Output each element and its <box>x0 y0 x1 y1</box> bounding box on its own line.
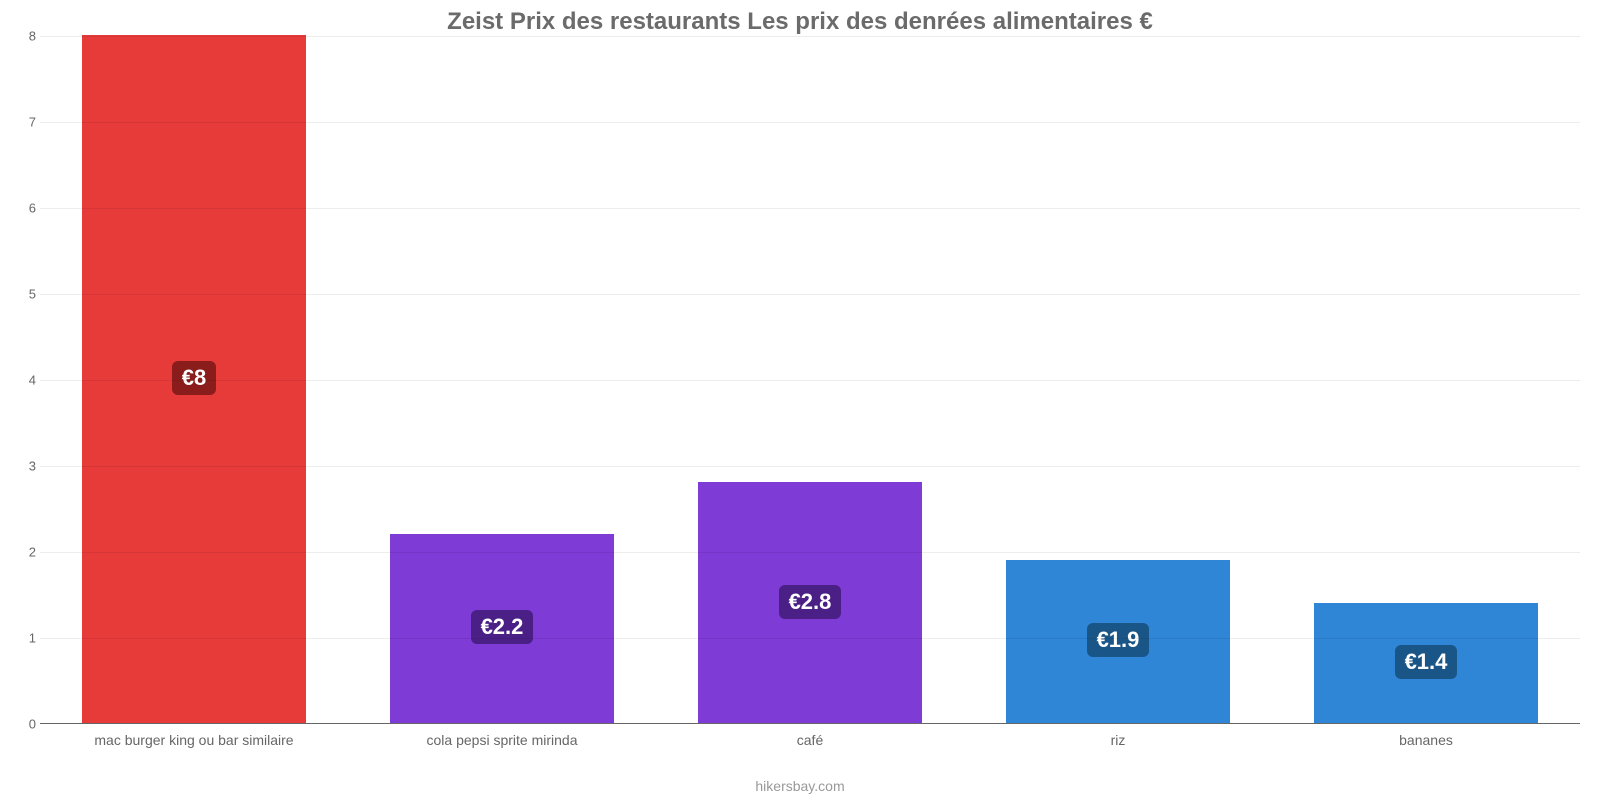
y-tick-label: 0 <box>12 717 36 732</box>
value-badge: €1.9 <box>1087 623 1150 657</box>
y-tick-label: 4 <box>12 373 36 388</box>
y-tick-label: 1 <box>12 631 36 646</box>
y-tick-label: 2 <box>12 545 36 560</box>
y-tick-label: 5 <box>12 287 36 302</box>
value-badge: €8 <box>172 361 216 395</box>
x-axis-labels: mac burger king ou bar similairecola pep… <box>40 732 1580 748</box>
x-tick-label: café <box>656 732 964 748</box>
value-badge: €1.4 <box>1395 645 1458 679</box>
gridline <box>40 466 1580 467</box>
bar: €1.9 <box>1006 560 1231 723</box>
x-tick-label: cola pepsi sprite mirinda <box>348 732 656 748</box>
x-tick-label: bananes <box>1272 732 1580 748</box>
y-tick-label: 8 <box>12 29 36 44</box>
y-tick-label: 3 <box>12 459 36 474</box>
bar: €2.2 <box>390 534 615 723</box>
bar: €8 <box>82 35 307 723</box>
value-badge: €2.8 <box>779 585 842 619</box>
gridline <box>40 122 1580 123</box>
gridline <box>40 380 1580 381</box>
gridline <box>40 208 1580 209</box>
chart-title: Zeist Prix des restaurants Les prix des … <box>0 8 1600 36</box>
price-chart: Zeist Prix des restaurants Les prix des … <box>0 0 1600 800</box>
gridline <box>40 294 1580 295</box>
x-tick-label: mac burger king ou bar similaire <box>40 732 348 748</box>
plot-area: €8€2.2€2.8€1.9€1.4 012345678 <box>40 36 1580 724</box>
y-tick-label: 7 <box>12 115 36 130</box>
credit-text: hikersbay.com <box>0 778 1600 794</box>
x-tick-label: riz <box>964 732 1272 748</box>
bar: €2.8 <box>698 482 923 723</box>
gridline <box>40 638 1580 639</box>
bar: €1.4 <box>1314 603 1539 723</box>
gridline <box>40 552 1580 553</box>
gridline <box>40 36 1580 37</box>
y-tick-label: 6 <box>12 201 36 216</box>
value-badge: €2.2 <box>471 610 534 644</box>
